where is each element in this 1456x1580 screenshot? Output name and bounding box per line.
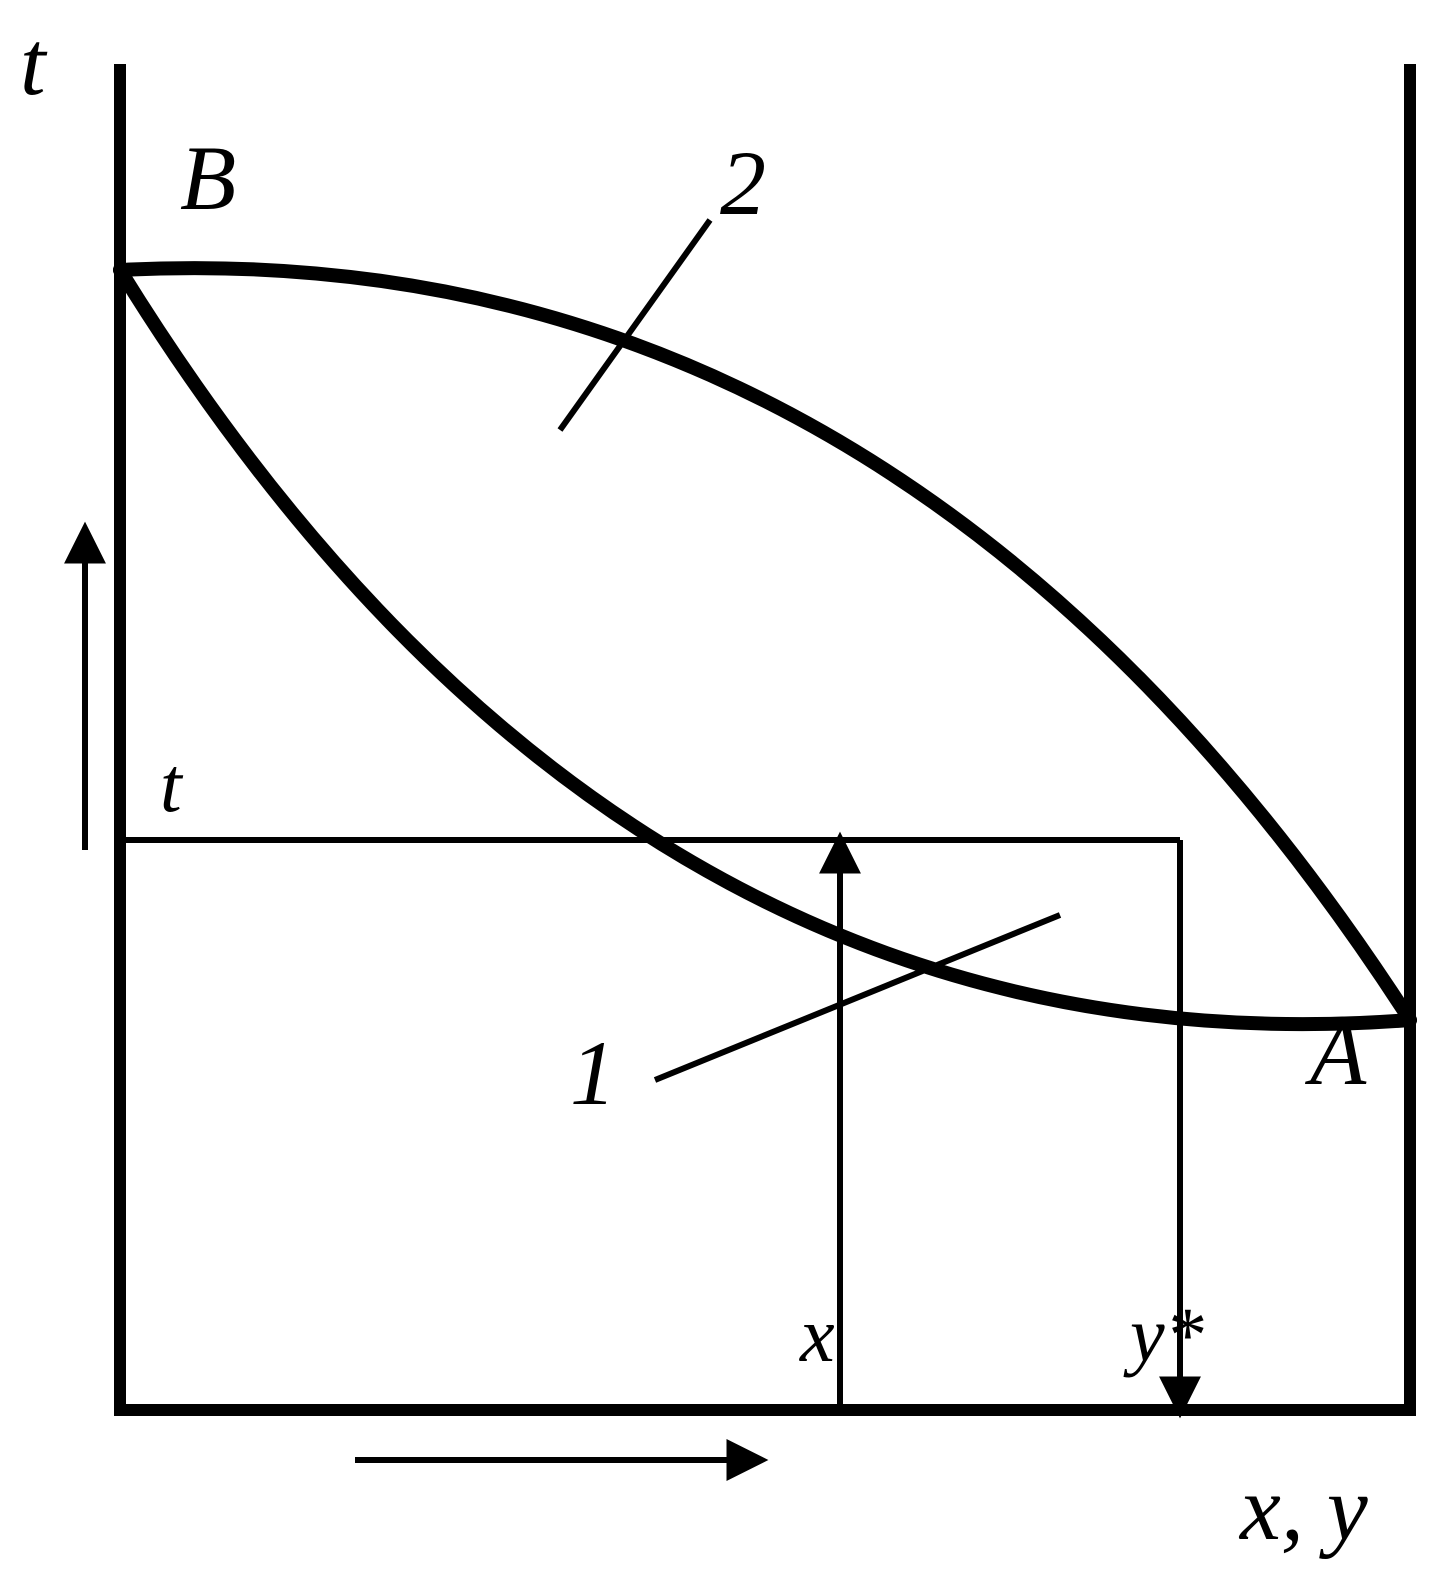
t-level-label: t [160, 740, 182, 830]
x-axis-title: x, y [1240, 1455, 1368, 1561]
point-b-label: B [180, 125, 236, 231]
y-axis-title: t [20, 10, 46, 116]
curve-1-label: 1 [570, 1020, 616, 1126]
ystar-label: y* [1130, 1290, 1204, 1380]
curve-2-label: 2 [720, 130, 766, 236]
diagram-svg [0, 0, 1456, 1580]
point-a-label: A [1310, 1000, 1366, 1106]
x-drop-label: x [800, 1290, 835, 1380]
